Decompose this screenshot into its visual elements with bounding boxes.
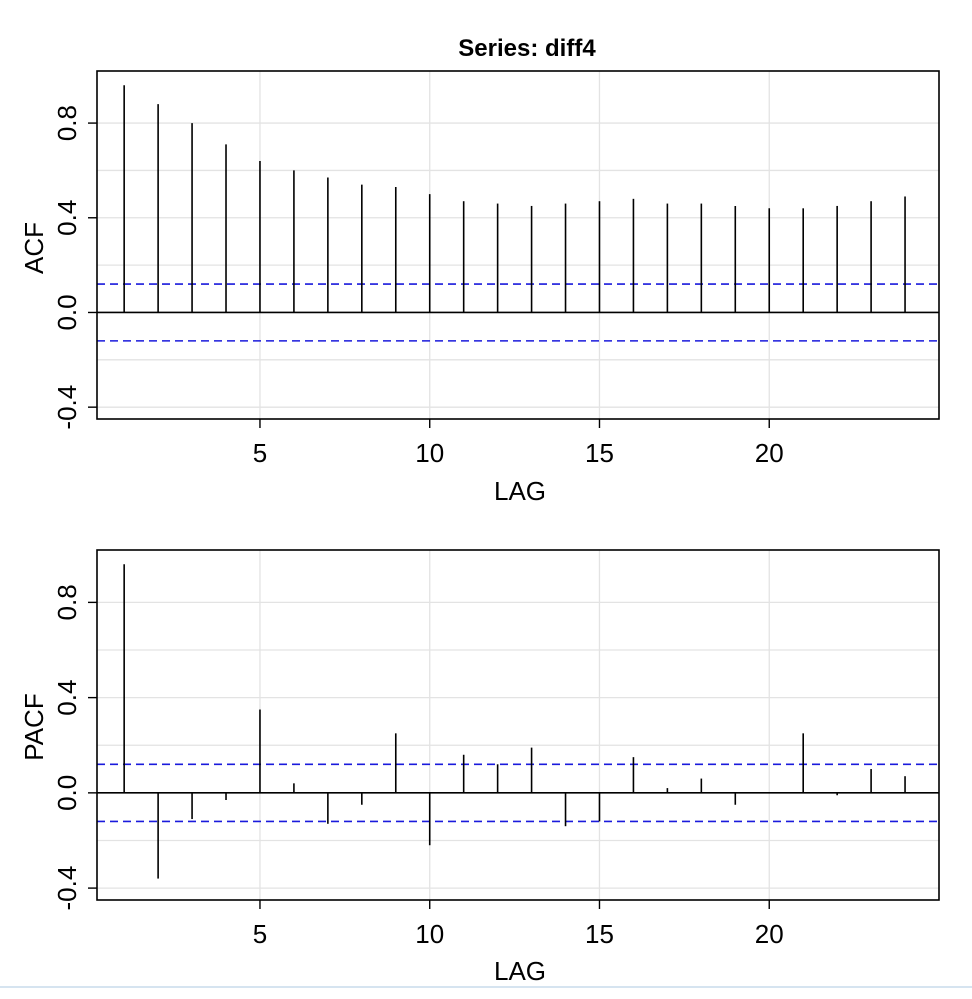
pacf-y-ticks: -0.4 0.0 0.4 0.8 — [52, 584, 97, 911]
acf-chart-title: Series: diff4 — [458, 35, 596, 62]
pacf-grid — [97, 550, 939, 900]
acf-confidence-bands — [97, 283, 939, 342]
acf-x-tick-label: 10 — [415, 438, 444, 468]
pacf-x-tick-label: 20 — [755, 919, 784, 949]
pacf-plot-frame — [96, 549, 940, 901]
pacf-x-tick-label: 5 — [253, 919, 267, 949]
acf-x-ticks: 5 10 15 20 — [253, 419, 784, 468]
pacf-panel: 5 10 15 20 -0.4 0.0 0.4 0.8 LAG PACF — [19, 549, 940, 986]
acf-panel: 5 10 15 20 -0.40.00.40.8 Series: diff4 LAG … — [19, 35, 940, 506]
acf-x-tick-label: 15 — [585, 438, 614, 468]
bottom-divider — [0, 986, 972, 988]
acf-bars — [123, 85, 906, 313]
acf-grid — [97, 71, 939, 419]
acf-x-tick-label: 5 — [253, 438, 267, 468]
acf-y-tick-label: 0.8 — [52, 105, 82, 141]
pacf-confidence-bands — [97, 763, 939, 823]
pacf-x-axis-label: LAG — [494, 956, 546, 986]
pacf-y-tick-label: -0.4 — [52, 866, 82, 911]
acf-plot-frame — [96, 70, 940, 420]
acf-y-axis-label: ACF — [19, 222, 49, 274]
pacf-y-tick-label: 0.0 — [52, 775, 82, 811]
pacf-bars — [123, 564, 906, 879]
acf-y-tick-label: 0.0 — [52, 294, 82, 330]
pacf-x-ticks: 5 10 15 20 — [253, 900, 784, 949]
pacf-y-axis-label: PACF — [19, 693, 49, 760]
pacf-x-tick-label: 15 — [585, 919, 614, 949]
acf-y-tick-label: -0.4 — [52, 385, 82, 430]
acf-y-tick-label: 0.4 — [52, 200, 82, 236]
pacf-y-tick-label: 0.8 — [52, 584, 82, 620]
acf-x-tick-label: 20 — [755, 438, 784, 468]
pacf-x-tick-label: 10 — [415, 919, 444, 949]
pacf-y-tick-label: 0.4 — [52, 680, 82, 716]
acf-x-axis-label: LAG — [494, 476, 546, 506]
acf-y-ticks: -0.4 0.0 0.4 0.8 — [52, 105, 97, 430]
